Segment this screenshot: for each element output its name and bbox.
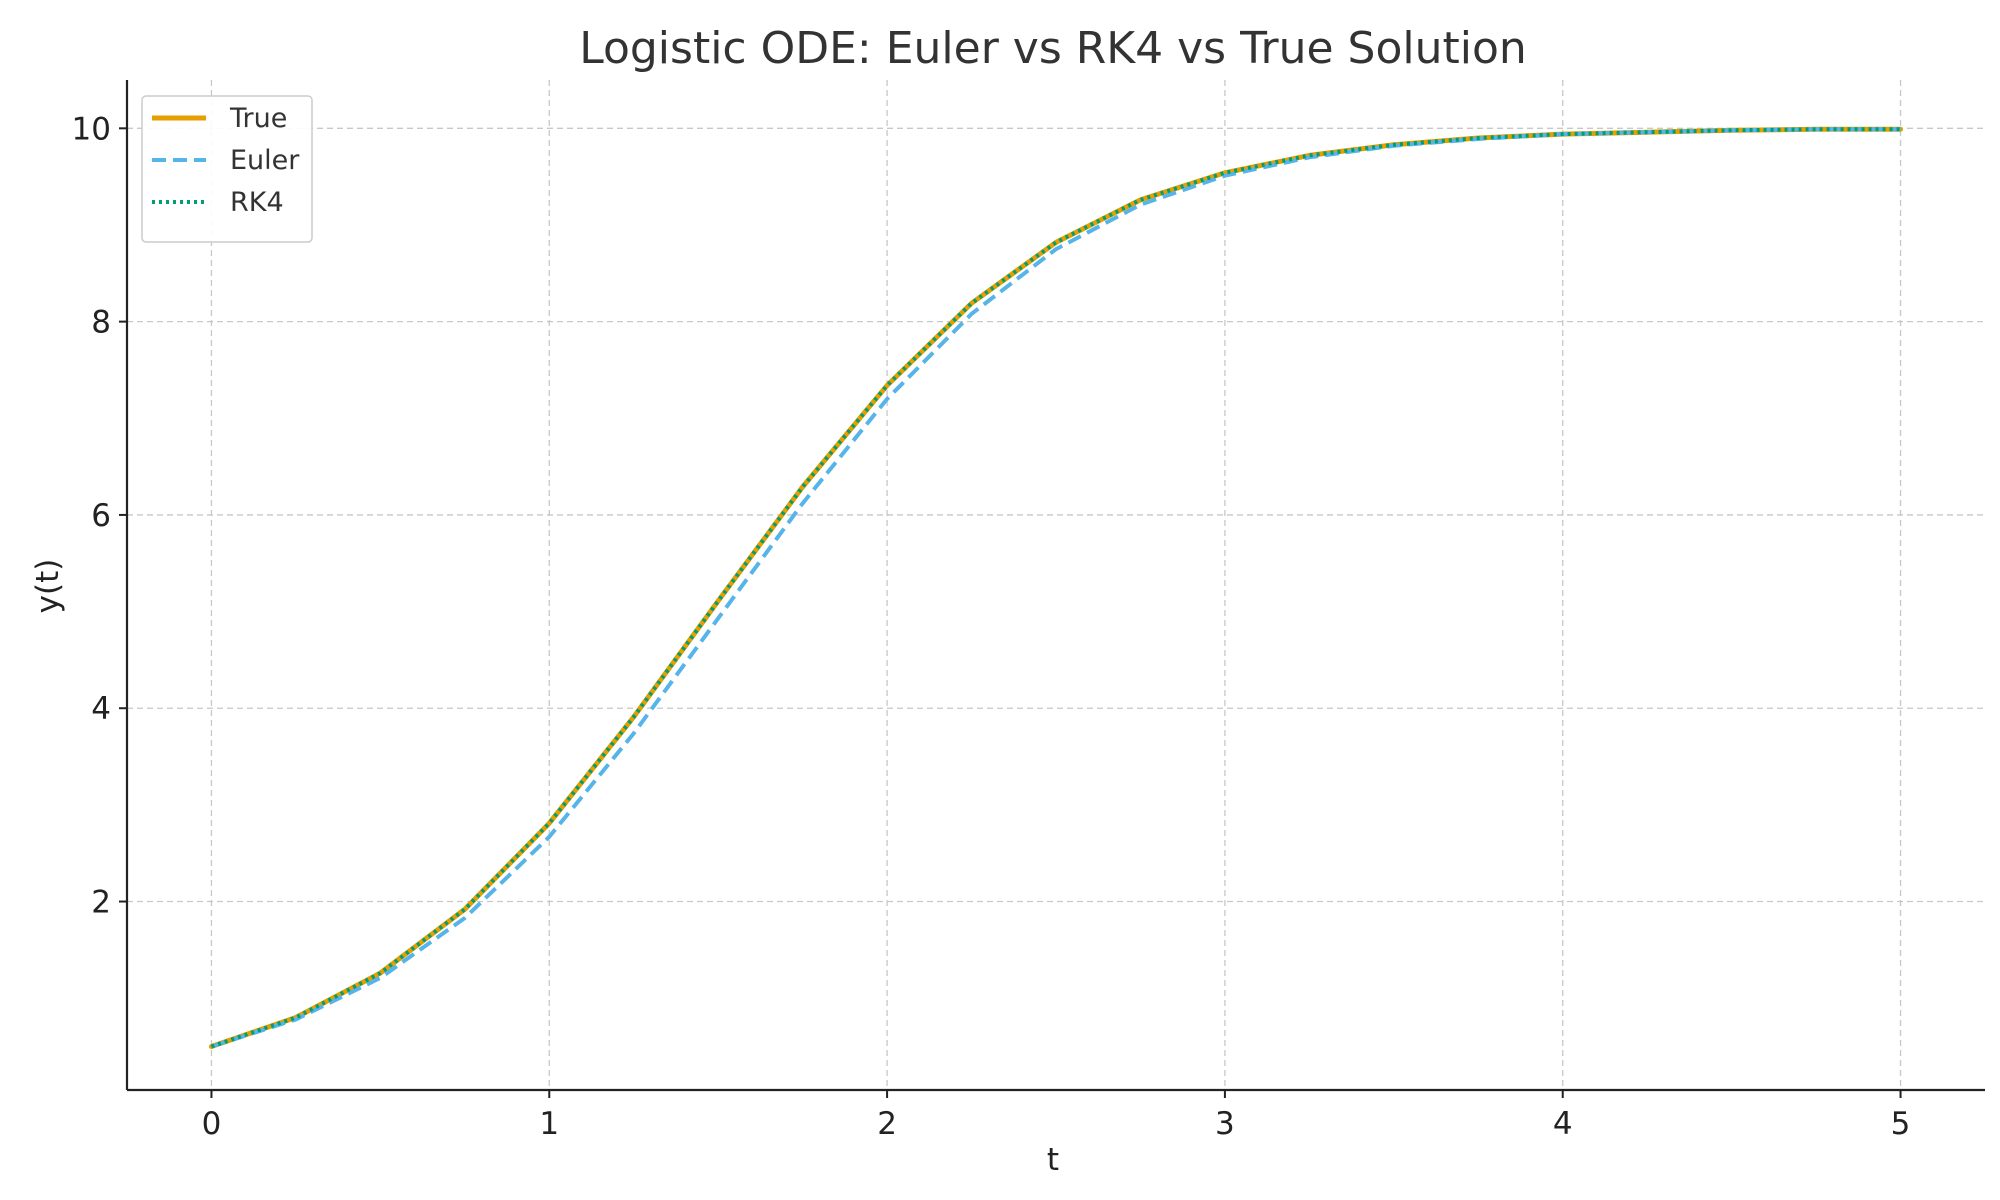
series-line-rk4 — [210, 127, 1901, 1049]
x-tick-label: 5 — [1891, 1106, 1911, 1142]
chart-title: Logistic ODE: Euler vs RK4 vs True Solut… — [579, 23, 1527, 74]
series-layer — [208, 126, 1904, 1050]
legend-label-rk4: RK4 — [230, 187, 284, 218]
axes-layer — [125, 80, 1985, 1092]
x-tick-label: 2 — [877, 1106, 897, 1142]
x-tick-label: 0 — [202, 1106, 222, 1142]
x-tick-label: 4 — [1553, 1106, 1573, 1142]
legend-label-true: True — [229, 103, 287, 134]
y-tick-label: 2 — [91, 885, 111, 921]
legend-box — [141, 95, 313, 243]
ticks-layer: 0 1 2 3 4 5 2 4 6 8 10 — [72, 111, 1911, 1142]
x-tick-label: 1 — [539, 1106, 559, 1142]
legend: True Euler RK4 — [141, 95, 313, 243]
x-axis-label: t — [1047, 1142, 1059, 1178]
x-tick-label: 3 — [1215, 1106, 1235, 1142]
y-tick-label: 10 — [72, 111, 111, 147]
y-tick-label: 6 — [91, 498, 111, 534]
y-tick-label: 8 — [91, 305, 111, 341]
y-tick-label: 4 — [91, 691, 111, 727]
legend-label-euler: Euler — [230, 145, 300, 176]
grid-layer — [127, 80, 1985, 1090]
y-axis-label: y(t) — [30, 559, 66, 614]
series-line-true — [208, 126, 1904, 1050]
